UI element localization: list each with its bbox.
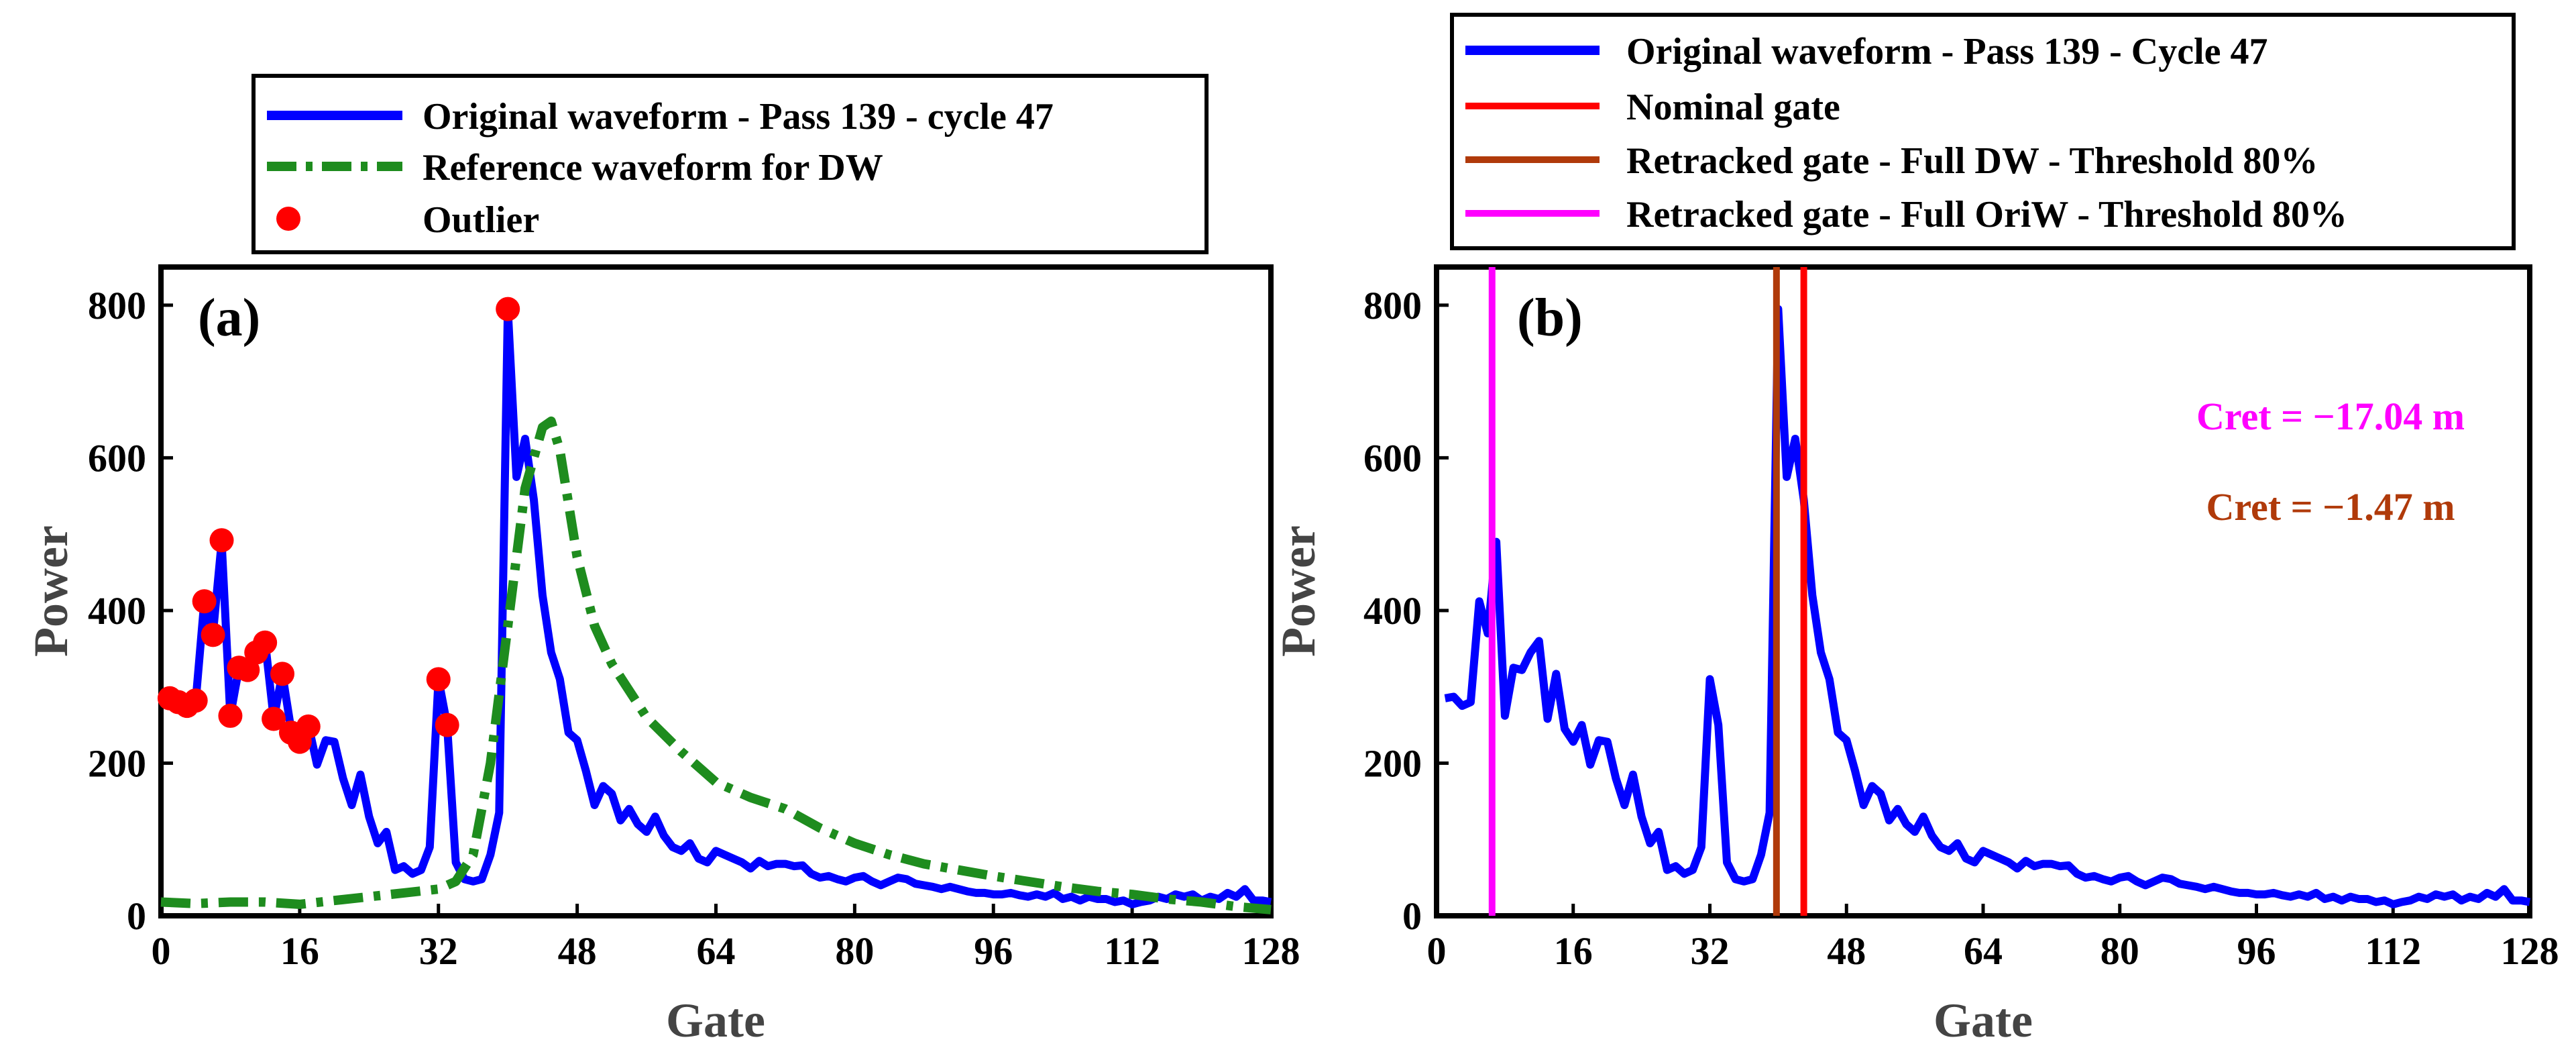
y-tick-label: 400 [1363,589,1422,633]
y-tick-label: 0 [1402,894,1422,938]
y-tick-label: 800 [1363,284,1422,327]
x-tick-label: 64 [1964,929,2003,973]
panel-b-chart: 0 16 32 48 64 80 96 112 128 0 200 400 600 800 (b) Cre… [1272,13,2559,1047]
panel-a-x-axis-label: Gate [666,994,765,1047]
panel-b-legend-nominal: Nominal gate [1626,87,1840,128]
x-tick-label: 128 [1242,929,1300,973]
panel-a-axes: 0 16 32 48 64 80 96 112 128 0 200 400 600 800 [88,284,1300,973]
y-tick-label: 0 [127,894,146,938]
panel-b-legend-dw: Retracked gate - Full DW - Threshold 80% [1626,140,2318,182]
x-tick-label: 128 [2501,929,2559,973]
panel-a-chart: 0 16 32 48 64 80 96 112 128 0 200 400 600 800 (a) Gat… [24,74,1300,1047]
outlier-point [218,703,243,728]
x-tick-label: 112 [2365,929,2421,973]
panel-b-annotation-oriw: Cret = −17.04 m [2196,394,2465,438]
panel-b-x-axis-label: Gate [1934,994,2033,1047]
outlier-point [209,528,234,553]
panel-a-legend-box [251,74,1209,254]
x-tick-label: 64 [697,929,736,973]
panel-b-legend: Original waveform - Pass 139 - Cycle 47 … [1450,13,2516,250]
x-tick-label: 96 [2237,929,2276,973]
panel-a-plot-frame [158,264,1274,918]
outlier-point [496,297,520,321]
panel-a-legend-swatch-outlier [276,207,300,231]
panel-a-legend: Original waveform - Pass 139 - cycle 47 … [251,74,1209,254]
panel-a-legend-original: Original waveform - Pass 139 - cycle 47 [423,96,1054,138]
x-tick-label: 80 [835,929,874,973]
outlier-point [253,630,278,655]
panel-b-label: (b) [1517,288,1583,348]
series-line-reference-waveform-for-dw [160,416,1272,914]
outlier-point [183,688,208,713]
y-tick-label: 800 [88,284,146,327]
outlier-point [201,623,225,647]
outlier-point [270,662,295,686]
series-line-original-waveform-pass-139-cycle-47 [1444,305,2531,908]
panel-b-plot-frame [1434,264,2532,918]
panel-b-axes: 0 16 32 48 64 80 96 112 128 0 200 400 600 800 [1363,284,2559,973]
panel-a-series-group [157,297,1272,914]
panel-b-legend-box [1450,13,2516,250]
x-tick-label: 48 [558,929,597,973]
outlier-point [296,714,321,739]
y-tick-label: 400 [88,589,146,633]
x-tick-label: 16 [280,929,319,973]
x-tick-label: 0 [1427,929,1447,973]
outlier-point [262,706,286,731]
outlier-point [192,589,217,614]
y-tick-label: 200 [1363,741,1422,785]
x-tick-label: 80 [2101,929,2139,973]
panel-b-legend-oriw: Retracked gate - Full OriW - Threshold 8… [1626,194,2347,235]
x-tick-label: 96 [974,929,1013,973]
y-tick-label: 600 [1363,436,1422,480]
panel-b-legend-original: Original waveform - Pass 139 - Cycle 47 [1626,31,2267,72]
outlier-point [426,667,451,692]
outlier-point [435,713,459,737]
panel-a-legend-outlier: Outlier [423,199,539,241]
series-line-original-waveform-pass-139-cycle-47 [168,305,1272,908]
panel-b-series-group [1444,267,2531,916]
x-tick-label: 112 [1104,929,1160,973]
y-tick-label: 600 [88,436,146,480]
x-tick-label: 16 [1554,929,1593,973]
panel-b-y-axis-label: Power [1272,525,1325,657]
x-tick-label: 32 [1691,929,1730,973]
panel-a-label: (a) [198,288,260,348]
y-tick-label: 200 [88,741,146,785]
panel-a-y-axis-label: Power [24,525,78,657]
panel-a-legend-reference: Reference waveform for DW [423,147,883,189]
x-tick-label: 48 [1827,929,1866,973]
panel-b-annotation-dw: Cret = −1.47 m [2206,485,2455,529]
x-tick-label: 0 [152,929,171,973]
x-tick-label: 32 [419,929,458,973]
